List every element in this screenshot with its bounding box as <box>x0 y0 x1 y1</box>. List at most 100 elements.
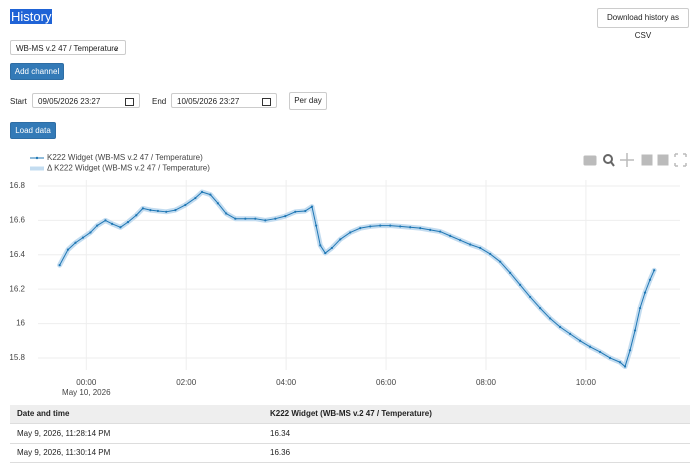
x-date-label: May 10, 2026 <box>62 388 111 397</box>
series-point <box>469 243 472 246</box>
x-tick-label: 08:00 <box>476 378 497 387</box>
camera-icon[interactable] <box>583 155 597 166</box>
series-point <box>349 231 352 234</box>
series-point <box>234 217 237 220</box>
per-day-button[interactable]: Per day <box>289 92 327 110</box>
series-point <box>489 252 492 256</box>
series-point <box>539 306 542 310</box>
series-point <box>578 339 582 342</box>
x-tick-label: 04:00 <box>276 378 297 387</box>
series-point <box>439 230 442 233</box>
series-point <box>58 264 61 267</box>
y-tick-label: 16 <box>16 319 25 328</box>
legend-label: K222 Widget (WB-MS v.2 47 / Temperature) <box>47 153 203 162</box>
series-point <box>149 208 152 212</box>
download-button[interactable]: Download history as CSV <box>597 8 689 40</box>
series-point <box>216 202 219 205</box>
series-point <box>126 221 130 224</box>
modebar <box>583 153 687 167</box>
cell: 16.36 <box>270 448 291 457</box>
calendar-icon <box>125 98 134 106</box>
series-point <box>284 215 287 218</box>
series-point <box>244 217 247 220</box>
series-point <box>200 190 204 194</box>
zoom-in-icon[interactable] <box>641 154 653 166</box>
pan-icon[interactable] <box>620 153 634 167</box>
series-point <box>633 329 637 332</box>
series-point <box>419 227 422 230</box>
cell: May 9, 2026, 11:30:14 PM <box>17 448 111 457</box>
series-point <box>389 224 392 227</box>
series-point <box>315 224 318 227</box>
zoom-icon[interactable] <box>603 154 613 164</box>
series-point <box>623 365 627 368</box>
series-point <box>156 209 160 213</box>
add-channel-button[interactable]: Add channel <box>10 63 64 80</box>
load-data-button[interactable]: Load data <box>10 122 56 139</box>
series-point <box>628 349 632 352</box>
start-input[interactable]: 09/05/2026 23:27 <box>32 93 140 108</box>
series-point <box>549 317 552 320</box>
series-point <box>119 226 122 229</box>
series-point <box>194 196 197 200</box>
series-point <box>89 231 92 234</box>
series-line <box>59 191 655 368</box>
calendar-icon <box>262 98 271 106</box>
start-input-text: 09/05/2026 23:27 <box>38 97 101 106</box>
series-point <box>254 217 257 220</box>
x-tick-label: 06:00 <box>376 378 397 387</box>
series-point <box>339 238 342 241</box>
series-point <box>558 325 562 329</box>
zoom-out-icon[interactable] <box>657 154 669 166</box>
cell: 16.34 <box>270 429 291 438</box>
series-point <box>104 219 107 222</box>
end-input[interactable]: 10/05/2026 23:27 <box>171 93 277 108</box>
table-row: May 9, 2026, 11:30:14 PM 16.36 <box>10 444 690 463</box>
series-point <box>165 210 168 213</box>
series-point <box>141 207 145 210</box>
series-point <box>653 269 656 272</box>
series-point <box>509 271 512 274</box>
series-point <box>81 236 85 239</box>
series-point <box>648 278 652 281</box>
series-point <box>209 193 212 196</box>
series-point <box>274 217 277 220</box>
series-point <box>319 244 322 247</box>
page-title: History <box>10 9 53 24</box>
series-point <box>459 239 462 242</box>
series-point <box>304 209 307 213</box>
series-point <box>369 225 372 228</box>
series-point <box>66 248 70 251</box>
x-tick-label: 02:00 <box>176 378 197 387</box>
x-tick-label: 00:00 <box>76 378 97 387</box>
autoscale-icon[interactable] <box>674 153 687 167</box>
series-point <box>529 295 532 299</box>
series-point <box>174 208 177 212</box>
series-point <box>429 228 432 231</box>
series-point <box>225 212 228 215</box>
cell: May 9, 2026, 11:28:14 PM <box>17 429 111 438</box>
series-point <box>184 203 187 207</box>
column-header: Date and time <box>17 409 70 418</box>
end-input-text: 10/05/2026 23:27 <box>177 97 240 106</box>
series-point <box>111 222 114 225</box>
series-point <box>330 246 334 250</box>
y-tick-label: 16.2 <box>9 284 25 293</box>
series-point <box>588 345 592 348</box>
series-line <box>57 189 657 370</box>
series-point <box>310 205 314 208</box>
series-point <box>135 214 138 217</box>
series-point <box>399 225 402 228</box>
channel-select[interactable]: WB-MS v.2 47 / Temperature ⌄ <box>10 40 126 55</box>
series-point <box>618 361 622 364</box>
series-point <box>96 224 99 227</box>
start-label: Start <box>10 97 27 106</box>
legend-label: Δ K222 Widget (WB-MS v.2 47 / Temperatur… <box>47 164 210 173</box>
series-point <box>324 251 327 255</box>
chevron: ⌄ <box>112 44 119 53</box>
legend-swatch-point <box>35 156 39 160</box>
y-tick-label: 15.8 <box>9 353 25 362</box>
column-header: K222 Widget (WB-MS v.2 47 / Temperature) <box>270 409 432 418</box>
